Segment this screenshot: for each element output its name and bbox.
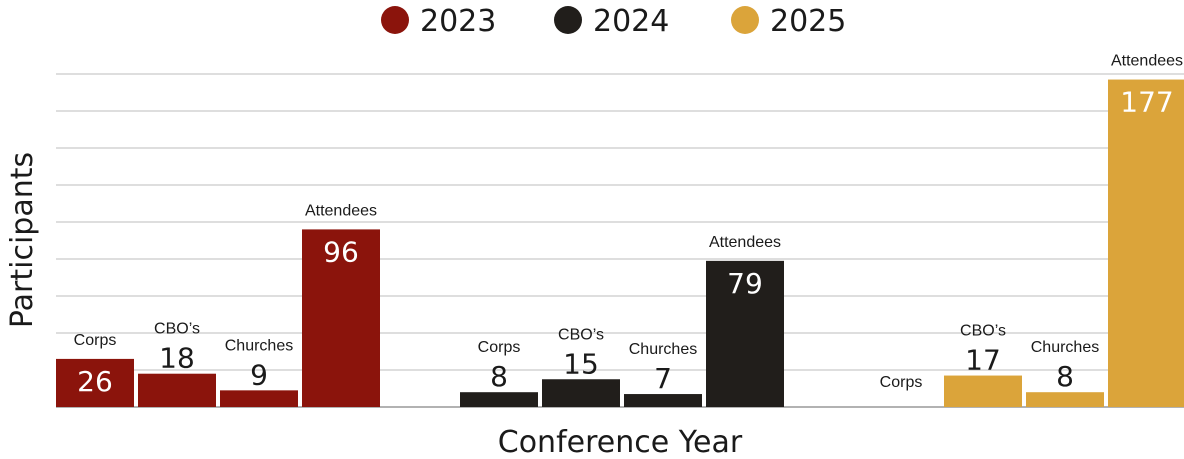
value-label: 17 xyxy=(965,344,1001,377)
category-label: Corps xyxy=(478,339,521,356)
category-label: CBO’s xyxy=(960,323,1006,340)
bar-2025-attendees xyxy=(1108,79,1184,408)
category-label: Attendees xyxy=(709,234,781,251)
value-label: 7 xyxy=(654,362,672,395)
value-label: 26 xyxy=(77,365,113,398)
x-axis-title: Conference Year xyxy=(498,425,743,459)
category-label: Corps xyxy=(880,374,923,391)
value-label: 8 xyxy=(490,360,508,393)
value-label: 177 xyxy=(1120,86,1173,119)
category-label: Attendees xyxy=(1111,53,1183,70)
legend: 2023 2024 2025 xyxy=(381,4,846,39)
category-label: Corps xyxy=(74,332,117,349)
bar-2023-corps xyxy=(56,358,134,407)
legend-marker-2025 xyxy=(731,6,759,34)
value-label: 8 xyxy=(1056,360,1074,393)
bar-2024-corps xyxy=(460,392,538,407)
category-label: Churches xyxy=(225,337,293,354)
bar-2024-cbos xyxy=(542,379,620,407)
legend-label-2025: 2025 xyxy=(770,4,846,39)
bar-labels: 26 Corps 18 CBO’s 9 Churches 96 Attendees 8 Corps… xyxy=(74,53,1183,398)
category-label: Attendees xyxy=(305,202,377,219)
category-label: CBO’s xyxy=(558,326,604,343)
legend-marker-2024 xyxy=(554,6,582,34)
category-label: Churches xyxy=(1031,339,1099,356)
value-label: 96 xyxy=(323,235,359,268)
value-label: 15 xyxy=(563,347,599,380)
legend-label-2024: 2024 xyxy=(593,4,669,39)
bar-2023-attendees xyxy=(302,229,380,407)
value-label: 79 xyxy=(727,267,763,300)
bar-2024-attendees xyxy=(706,260,784,407)
bar-2023-churches xyxy=(220,390,298,407)
category-label: Churches xyxy=(629,341,697,358)
y-axis-title: Participants xyxy=(5,152,40,328)
bar-2023-cbos xyxy=(138,373,216,407)
bar-2025-churches xyxy=(1026,392,1104,407)
category-label: CBO’s xyxy=(154,321,200,338)
value-label: 18 xyxy=(159,342,195,375)
bars xyxy=(56,79,1184,408)
legend-marker-2023 xyxy=(381,6,409,34)
legend-label-2023: 2023 xyxy=(420,4,496,39)
bar-2025-cbos xyxy=(944,375,1022,407)
bar-2024-churches xyxy=(624,394,702,407)
gridlines xyxy=(56,73,1184,408)
value-label: 9 xyxy=(250,358,268,391)
